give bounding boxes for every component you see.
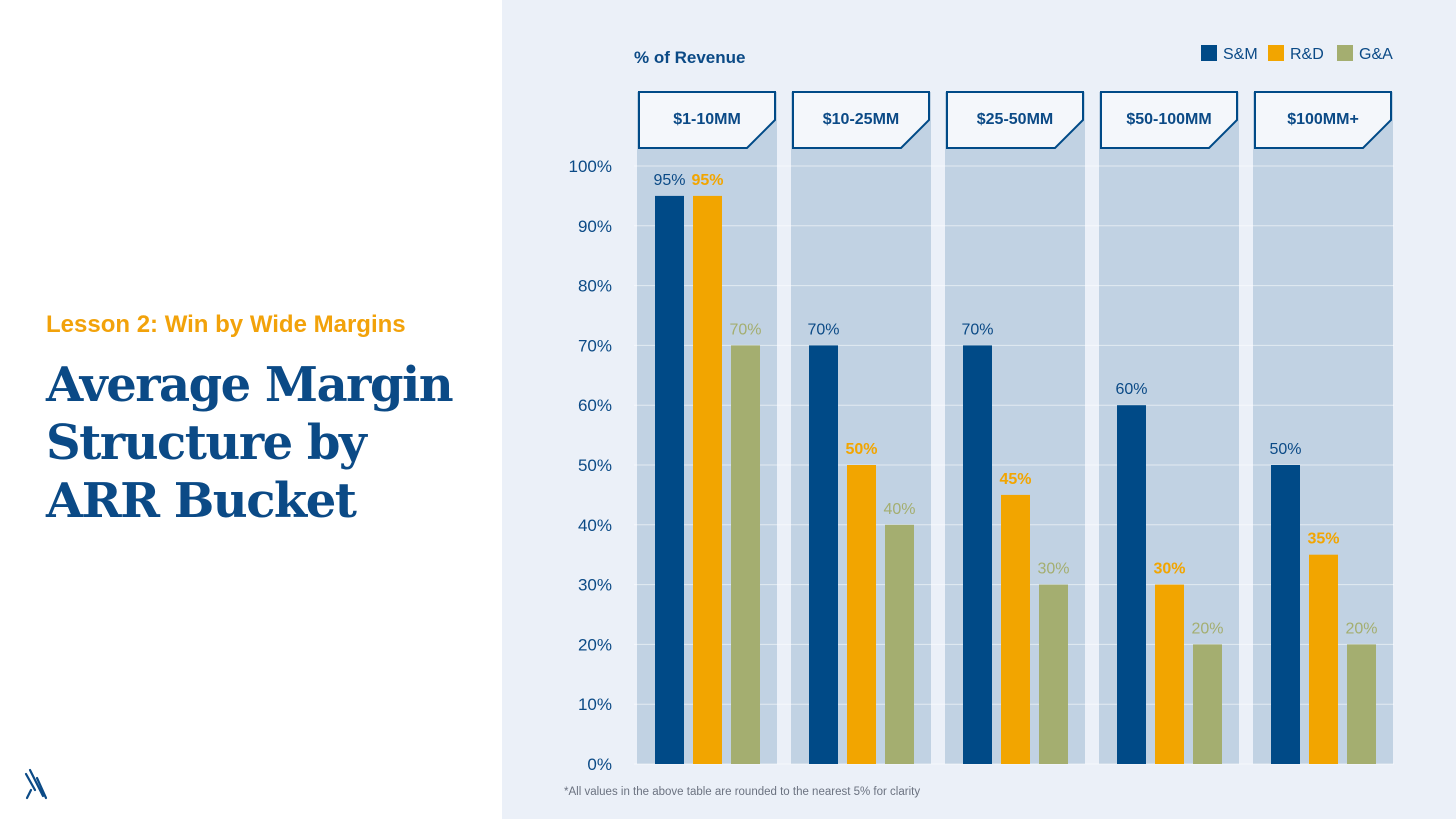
- category-header-label: $25-50MM: [977, 111, 1053, 128]
- y-tick-label: 30%: [578, 576, 612, 595]
- bar-rd-2: [847, 465, 876, 764]
- category-header-box-3: [946, 91, 1084, 149]
- data-label: 40%: [883, 501, 915, 518]
- bar-rd-5: [1309, 554, 1338, 764]
- slide-title: Average Margin Structure by ARR Bucket: [46, 357, 454, 529]
- category-header-box-5: [1254, 91, 1392, 149]
- category-header-box-1: [638, 91, 776, 149]
- data-label: 60%: [1115, 381, 1147, 398]
- y-tick-label: 60%: [578, 396, 612, 415]
- bar-ga-5: [1347, 644, 1376, 764]
- category-header-label: $10-25MM: [823, 111, 899, 128]
- bar-sm-5: [1271, 465, 1300, 764]
- bar-ga-1: [731, 345, 760, 764]
- data-label: 95%: [691, 172, 723, 189]
- data-label: 70%: [729, 321, 761, 338]
- y-axis-label: % of Revenue: [634, 48, 745, 67]
- bar-sm-3: [963, 345, 992, 764]
- data-label: 30%: [1037, 561, 1069, 578]
- y-tick-label: 80%: [578, 277, 612, 296]
- y-tick-label: 20%: [578, 635, 612, 654]
- y-tick-label: 100%: [569, 157, 612, 176]
- legend-swatch-2: [1268, 45, 1284, 61]
- bar-sm-4: [1117, 405, 1146, 764]
- bar-rd-4: [1155, 584, 1184, 764]
- y-tick-label: 10%: [578, 695, 612, 714]
- y-tick-label: 90%: [578, 217, 612, 236]
- category-header-box-4: [1100, 91, 1238, 149]
- category-header-label: $1-10MM: [673, 111, 741, 128]
- data-label: 95%: [653, 172, 685, 189]
- legend-label: G&A: [1359, 46, 1393, 63]
- category-header-box-2: [792, 91, 930, 149]
- diagonal-slash-logo-icon: [24, 768, 48, 800]
- chart-panel: 0% 10% 20% 30% 40% 50% 60% 70% 80% 90% 100% % of Re…: [502, 0, 1456, 819]
- data-label: 50%: [1269, 441, 1301, 458]
- data-label: 70%: [961, 321, 993, 338]
- footnote: *All values in the above table are round…: [564, 786, 920, 798]
- y-tick-label: 50%: [578, 456, 612, 475]
- bar-rd-1: [693, 195, 722, 764]
- bar-sm-2: [809, 345, 838, 764]
- legend-label: R&D: [1290, 46, 1324, 63]
- category-header-label: $100MM+: [1287, 111, 1359, 128]
- y-tick-label: 70%: [578, 336, 612, 355]
- bar-ga-4: [1193, 644, 1222, 764]
- bar-rd-3: [1001, 494, 1030, 764]
- bar-ga-2: [885, 524, 914, 764]
- category-header-label: $50-100MM: [1126, 111, 1211, 128]
- data-label: 50%: [845, 441, 877, 458]
- data-label: 20%: [1191, 620, 1223, 637]
- bar-sm-1: [655, 195, 684, 764]
- title-panel: Lesson 2: Win by Wide Margins Average Ma…: [0, 0, 502, 819]
- data-label: 35%: [1307, 531, 1339, 548]
- bar-ga-3: [1039, 584, 1068, 764]
- y-tick-label: 0%: [587, 755, 612, 774]
- data-label: 70%: [807, 321, 839, 338]
- legend-swatch-1: [1201, 45, 1217, 61]
- bar-chart: 0% 10% 20% 30% 40% 50% 60% 70% 80% 90% 100% % of Re…: [564, 45, 1394, 798]
- lesson-subtitle: Lesson 2: Win by Wide Margins: [46, 311, 406, 338]
- legend-swatch-3: [1337, 45, 1353, 61]
- y-tick-label: 40%: [578, 516, 612, 535]
- legend-label: S&M: [1223, 46, 1258, 63]
- data-label: 45%: [999, 471, 1031, 488]
- data-label: 20%: [1345, 620, 1377, 637]
- data-label: 30%: [1153, 561, 1185, 578]
